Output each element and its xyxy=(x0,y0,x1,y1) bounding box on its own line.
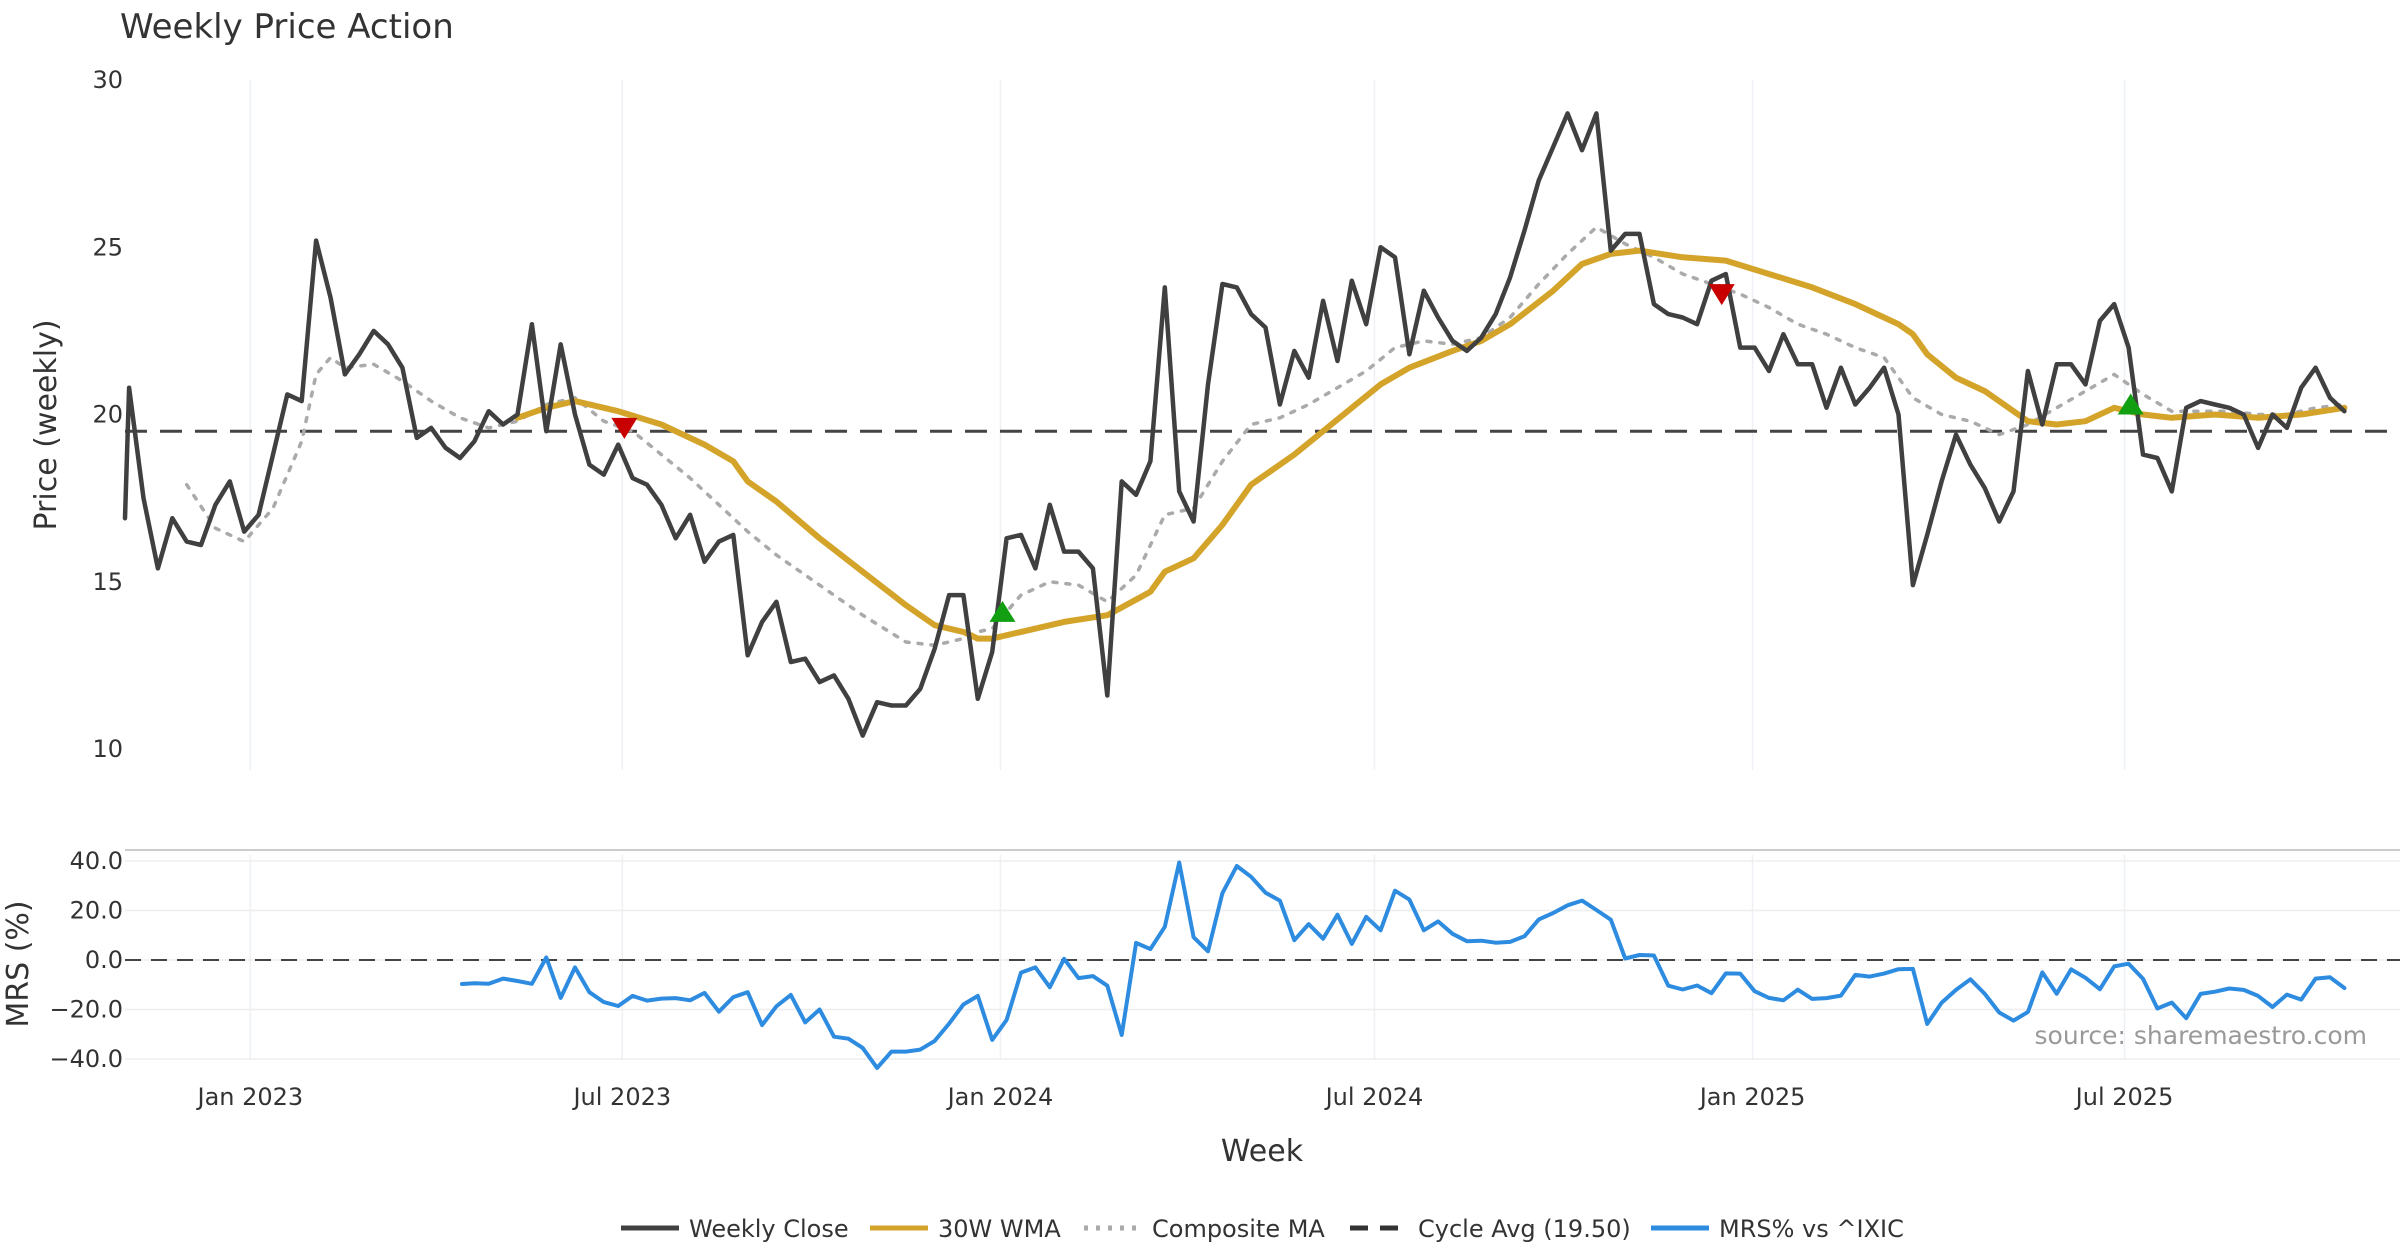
x-tick-label: Jan 2025 xyxy=(1698,1083,1806,1111)
mrs-y-tick-label: 20.0 xyxy=(70,897,123,925)
mrs-y-tick-label: −20.0 xyxy=(49,996,123,1024)
x-tick-label: Jul 2023 xyxy=(571,1083,671,1111)
legend-label: Composite MA xyxy=(1152,1215,1325,1243)
buy-signal-marker xyxy=(989,600,1016,622)
x-axis-label: Week xyxy=(1221,1134,1304,1169)
weekly-close-line xyxy=(122,111,2347,738)
mrs-y-tick-label: 40.0 xyxy=(70,847,123,875)
sell-signal-marker xyxy=(611,417,638,439)
price-y-tick-label: 10 xyxy=(92,735,123,763)
price-grid xyxy=(249,80,2126,770)
price-y-tick-label: 25 xyxy=(92,233,123,261)
price-y-ticks: 10 15 20 25 30 xyxy=(92,66,123,763)
chart-title: Weekly Price Action xyxy=(120,7,454,47)
signal-markers xyxy=(611,284,2144,622)
legend: Weekly Close 30W WMA Composite MA Cycle Avg… xyxy=(621,1215,1904,1243)
x-tick-label: Jul 2024 xyxy=(1324,1083,1424,1111)
x-tick-label: Jan 2024 xyxy=(946,1083,1054,1111)
mrs-y-tick-label: −40.0 xyxy=(49,1045,123,1073)
x-tick-label: Jul 2025 xyxy=(2074,1083,2174,1111)
sell-signal-marker xyxy=(1708,284,1735,306)
mrs-line xyxy=(460,860,2347,1070)
source-watermark: source: sharemaestro.com xyxy=(2035,1021,2368,1050)
mrs-y-tick-label: 0.0 xyxy=(85,946,123,974)
legend-label: 30W WMA xyxy=(938,1215,1061,1243)
legend-label: MRS% vs ^IXIC xyxy=(1719,1215,1904,1243)
composite-ma-line xyxy=(184,225,2347,648)
price-series xyxy=(122,111,2348,738)
price-y-tick-label: 15 xyxy=(92,568,123,596)
mrs-series xyxy=(460,860,2347,1070)
x-tick-label: Jan 2023 xyxy=(196,1083,304,1111)
legend-label: Cycle Avg (19.50) xyxy=(1418,1215,1631,1243)
price-y-axis-label: Price (weekly) xyxy=(29,319,64,530)
legend-label: Weekly Close xyxy=(689,1215,849,1243)
mrs-y-axis-label: MRS (%) xyxy=(1,900,36,1027)
price-y-tick-label: 30 xyxy=(92,66,123,94)
price-y-tick-label: 20 xyxy=(92,401,123,429)
x-axis-ticks: Jan 2023 Jul 2023 Jan 2024 Jul 2024 Jan 2025… xyxy=(196,1083,2174,1111)
mrs-y-ticks: 40.0 20.0 0.0 −20.0 −40.0 xyxy=(49,847,123,1073)
buy-signal-marker xyxy=(2117,393,2144,415)
